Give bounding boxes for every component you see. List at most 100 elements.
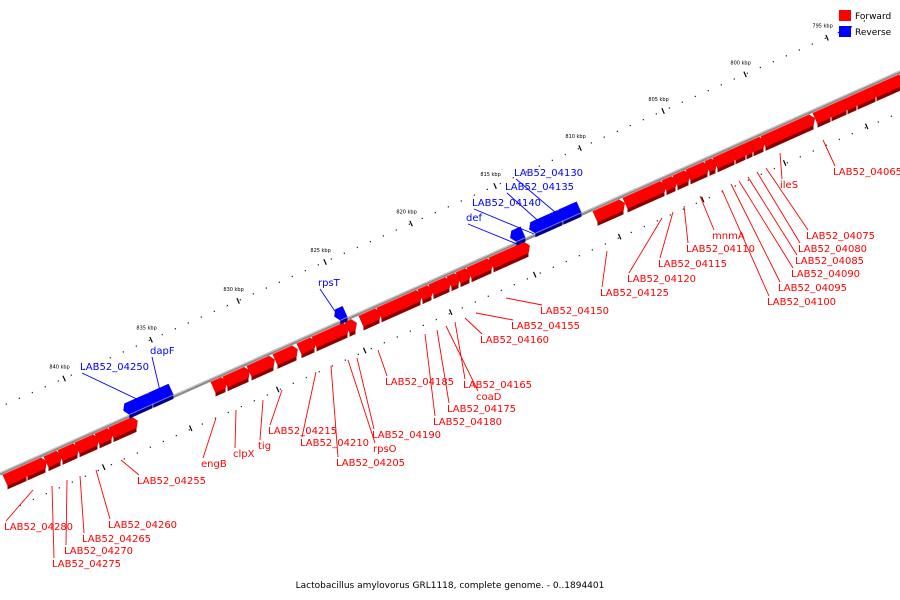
forward-gene[interactable] [57, 442, 79, 465]
gene-label[interactable]: ileS [780, 180, 798, 191]
gene-label[interactable]: LAB52_04175 [447, 404, 516, 415]
forward-gene[interactable] [712, 149, 736, 173]
forward-gene[interactable] [592, 198, 625, 226]
forward-gene[interactable] [446, 272, 460, 292]
forward-gene[interactable] [466, 257, 493, 283]
major-tick-inner [617, 233, 622, 240]
reverse-gene[interactable] [123, 393, 153, 419]
gene-label[interactable]: LAB52_04250 [80, 362, 149, 373]
gene-label[interactable]: LAB52_04130 [514, 168, 583, 179]
gene-label[interactable]: LAB52_04100 [767, 297, 836, 308]
gene-label[interactable]: LAB52_04090 [791, 269, 860, 280]
forward-gene[interactable] [852, 86, 878, 110]
leader-line [756, 171, 801, 244]
forward-gene[interactable] [344, 318, 357, 337]
gene-label[interactable]: engB [201, 459, 227, 470]
gene-label[interactable]: LAB52_04080 [798, 244, 867, 255]
forward-gene[interactable] [685, 161, 709, 185]
gene-label[interactable]: LAB52_04155 [511, 321, 580, 332]
forward-gene[interactable] [376, 289, 422, 323]
forward-gene[interactable] [428, 276, 451, 300]
gene-body [43, 450, 62, 468]
gene-label[interactable]: dapF [150, 346, 175, 357]
forward-gene[interactable] [272, 344, 298, 369]
gene-label[interactable]: LAB52_04075 [806, 231, 875, 242]
minor-tick-outer [317, 264, 319, 266]
forward-gene[interactable] [210, 376, 227, 397]
minor-tick-outer [564, 153, 566, 156]
gene-label[interactable]: LAB52_04135 [505, 182, 574, 193]
major-tick-outer [236, 297, 240, 304]
gene-label[interactable]: coaD [476, 392, 502, 403]
gene-body [334, 306, 348, 321]
gene-label[interactable]: LAB52_04255 [137, 476, 206, 487]
forward-gene[interactable] [704, 157, 717, 176]
gene-side [627, 191, 665, 213]
gene-label[interactable]: LAB52_04275 [52, 559, 121, 570]
gene-label[interactable]: LAB52_04160 [480, 335, 549, 346]
gene-highlight [210, 376, 221, 383]
gene-label[interactable]: LAB52_04265 [82, 534, 151, 545]
gene-label[interactable]: rpsO [373, 444, 397, 455]
forward-gene[interactable] [812, 106, 833, 128]
gene-label[interactable]: LAB52_04260 [108, 520, 177, 531]
gene-label[interactable]: clpX [233, 449, 255, 460]
gene-label[interactable]: LAB52_04280 [4, 522, 73, 533]
minor-tick-inner [123, 458, 125, 460]
gene-label[interactable]: LAB52_04065 [833, 167, 900, 178]
reverse-gene[interactable] [510, 226, 526, 246]
minor-tick-inner [422, 324, 424, 326]
leader-line [779, 152, 783, 180]
gene-label[interactable]: LAB52_04190 [372, 430, 441, 441]
forward-gene[interactable] [741, 141, 754, 160]
forward-gene[interactable] [74, 433, 99, 458]
minor-tick-outer [603, 136, 605, 138]
gene-label[interactable]: LAB52_04120 [627, 274, 696, 285]
minor-tick-outer [18, 397, 20, 399]
forward-gene[interactable] [43, 450, 62, 472]
minor-tick-inner [461, 307, 463, 309]
gene-side [857, 97, 876, 110]
gene-label[interactable]: LAB52_04115 [658, 259, 727, 270]
major-ticks: 795 kbp 800 kbp 805 kbp 810 kbp 815 kbp 820 k… [49, 24, 869, 471]
gene-label[interactable]: tig [258, 441, 271, 452]
gene-label[interactable]: LAB52_04110 [686, 244, 755, 255]
gene-label[interactable]: LAB52_04215 [268, 426, 337, 437]
reverse-gene[interactable] [334, 306, 348, 325]
forward-gene[interactable] [871, 73, 900, 102]
forward-gene[interactable] [672, 169, 690, 191]
gene-body [2, 465, 28, 486]
forward-gene[interactable] [246, 355, 275, 381]
gene-label[interactable]: def [466, 213, 483, 224]
leader-line [259, 399, 264, 441]
forward-gene[interactable] [311, 322, 349, 352]
gene-label[interactable]: LAB52_04185 [385, 377, 454, 388]
minor-tick-inner [877, 121, 879, 123]
gene-label[interactable]: LAB52_04165 [463, 380, 532, 391]
gene-label[interactable]: LAB52_04095 [778, 283, 847, 294]
forward-gene[interactable] [94, 427, 113, 449]
forward-gene[interactable] [760, 114, 816, 151]
leader-line [445, 325, 479, 392]
gene-label[interactable]: LAB52_04125 [600, 288, 669, 299]
gene-label[interactable]: LAB52_04270 [64, 546, 133, 557]
reverse-gene[interactable] [147, 383, 174, 408]
forward-gene[interactable] [222, 366, 250, 392]
gene-label[interactable]: LAB52_04150 [540, 306, 609, 317]
forward-gene[interactable] [296, 336, 316, 359]
forward-gene[interactable] [108, 416, 138, 443]
forward-gene[interactable] [358, 307, 381, 331]
gene-label[interactable]: LAB52_04085 [795, 256, 864, 267]
gene-label[interactable]: LAB52_04140 [472, 198, 541, 209]
gene-label[interactable]: LAB52_04210 [300, 438, 369, 449]
gene-label[interactable]: mnmA [712, 231, 745, 242]
forward-gene[interactable] [2, 465, 28, 490]
reverse-gene[interactable] [529, 209, 563, 238]
gene-label[interactable]: rpsT [318, 278, 341, 289]
leader-line [377, 349, 388, 377]
forward-gene[interactable] [22, 457, 47, 481]
gene-label[interactable]: LAB52_04180 [433, 417, 502, 428]
gene-label[interactable]: LAB52_04205 [336, 458, 405, 469]
reverse-gene[interactable] [557, 201, 582, 225]
forward-gene[interactable] [622, 180, 666, 213]
